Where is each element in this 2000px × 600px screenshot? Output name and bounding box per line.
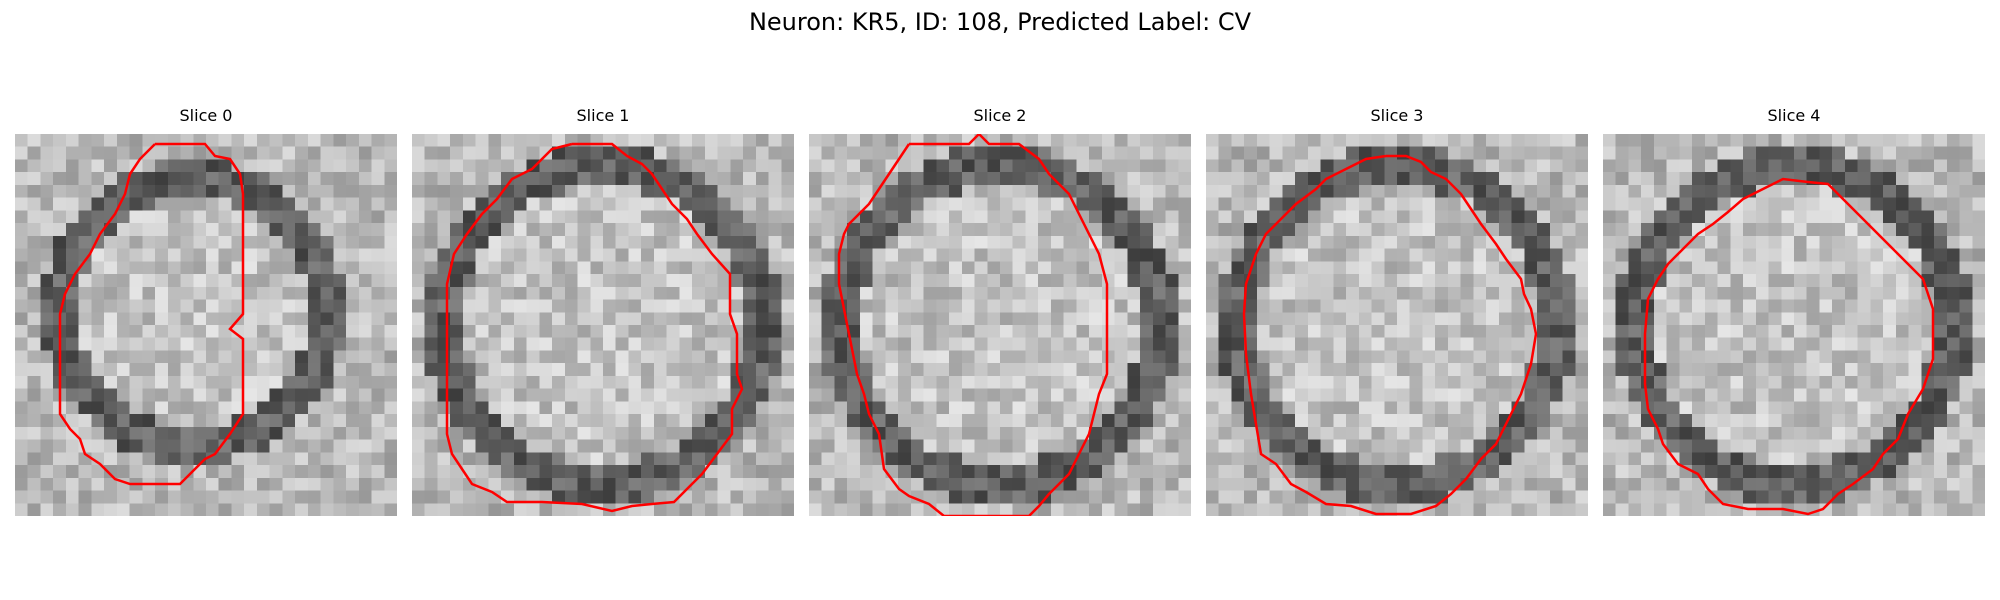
slice-title: Slice 2 <box>973 106 1027 125</box>
slice-image <box>15 134 397 516</box>
cell-contour <box>837 134 1109 516</box>
slice-title: Slice 1 <box>576 106 630 125</box>
cell-contour <box>445 142 744 513</box>
cell-contour <box>1643 177 1935 516</box>
slice-panel-4: Slice 4 <box>1603 106 1985 516</box>
slice-image <box>412 134 794 516</box>
slice-panel-1: Slice 1 <box>412 106 794 516</box>
slice-panel-3: Slice 3 <box>1206 106 1588 516</box>
slice-panel-0: Slice 0 <box>15 106 397 516</box>
slice-image <box>1603 134 1985 516</box>
contour-overlay <box>58 142 245 486</box>
cell-contour <box>1242 154 1538 516</box>
figure-title: Neuron: KR5, ID: 108, Predicted Label: C… <box>748 8 1252 36</box>
cell-contour <box>58 142 245 486</box>
slice-title: Slice 4 <box>1767 106 1821 125</box>
slice-panel-2: Slice 2 <box>809 106 1191 516</box>
contour-overlay <box>837 134 1109 516</box>
slice-title: Slice 0 <box>179 106 233 125</box>
slice-image <box>1206 134 1588 516</box>
slice-title: Slice 3 <box>1370 106 1424 125</box>
contour-overlay <box>445 142 744 513</box>
contour-overlay <box>1643 177 1935 516</box>
contour-overlay <box>1242 154 1538 516</box>
